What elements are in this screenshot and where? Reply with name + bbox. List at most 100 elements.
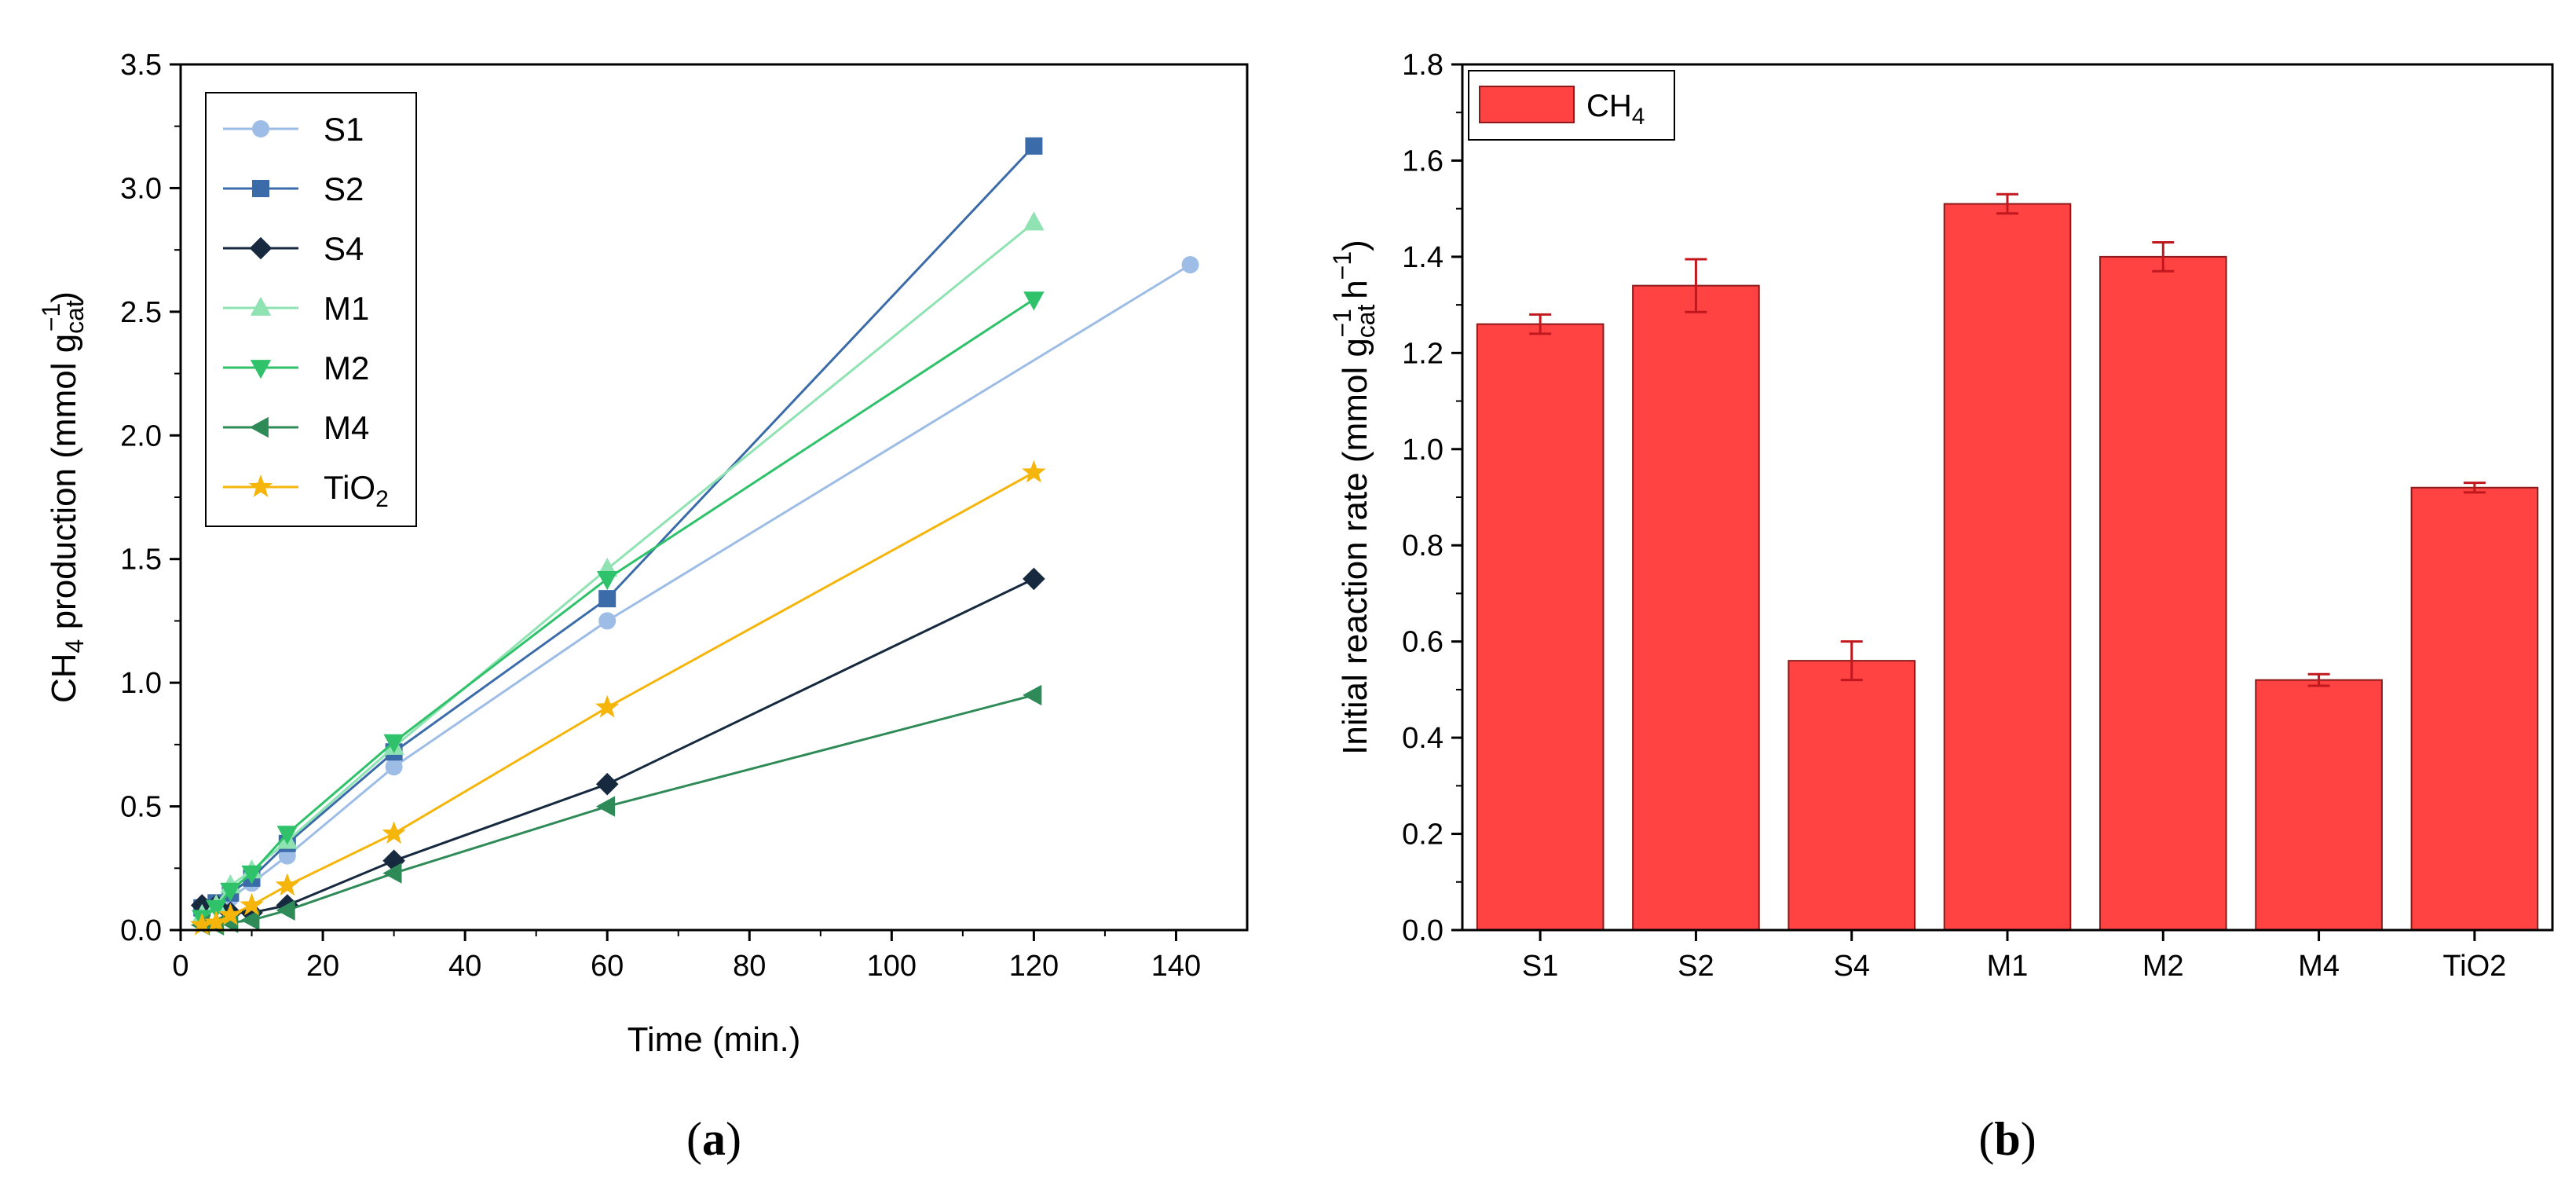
bar-s4: [1787, 660, 1916, 932]
data-point: [240, 892, 264, 916]
data-point: [382, 821, 406, 844]
data-point: [241, 865, 262, 885]
legend-label: M4: [324, 409, 369, 446]
x-tick-label: M1: [1987, 950, 2029, 983]
y-tick-label: 2.0: [120, 419, 162, 452]
y-tick-label: 1.0: [1402, 434, 1444, 467]
x-tick-label: S4: [1833, 950, 1869, 983]
legend-marker: [249, 236, 273, 260]
legend-marker: [248, 474, 273, 497]
panel-label-a: (a): [686, 1113, 741, 1165]
data-point: [595, 772, 619, 796]
legend-marker: [249, 416, 269, 438]
data-point: [597, 571, 618, 591]
chart-b-bars: [1476, 192, 2539, 932]
data-point: [595, 694, 620, 718]
y-tick-label: 0.2: [1402, 819, 1444, 852]
chart-a-ticks: 0 20 40 60 80 100 120 140 0.0 0.5 1.0 1.5 2.0 2.5 3.0 3…: [120, 49, 1201, 983]
legend-label: TiO2: [324, 469, 389, 512]
y-tick-label: 0.8: [1402, 529, 1444, 562]
y-tick-label: 0.0: [1402, 914, 1444, 947]
x-tick-label: 120: [1009, 950, 1059, 983]
legend-marker: [252, 120, 269, 137]
y-tick-label: 0.4: [1402, 722, 1444, 755]
data-point: [385, 758, 403, 776]
legend-label: S1: [324, 111, 364, 148]
data-point: [1023, 684, 1042, 706]
chart-a-x-axis-label: Time (min.): [628, 1020, 801, 1059]
y-tick-label: 1.8: [1402, 49, 1444, 82]
x-tick-label: 0: [172, 950, 188, 983]
data-point: [1181, 256, 1199, 274]
data-point: [240, 910, 260, 931]
x-tick-label: S1: [1522, 950, 1558, 983]
legend-marker: [250, 360, 272, 379]
x-tick-label: 140: [1151, 950, 1201, 983]
x-tick-label: 60: [591, 950, 624, 983]
y-tick-label: 1.0: [120, 667, 162, 700]
legend-label: S4: [324, 230, 364, 267]
x-tick-label: S2: [1678, 950, 1714, 983]
chart-b-plot-frame: [1461, 63, 2554, 932]
legend-marker: [252, 180, 269, 197]
y-tick-label: 2.5: [120, 296, 162, 329]
x-tick-label: 40: [448, 950, 481, 983]
data-point: [382, 863, 402, 884]
data-point: [220, 882, 241, 902]
data-point: [276, 899, 295, 921]
data-point: [276, 826, 298, 845]
bar-s2: [1632, 284, 1760, 932]
bar-m1: [1943, 203, 2072, 931]
chart-b-ticks: 0.0 0.2 0.4 0.6 0.8 1.0 1.2 1.4 1.6 1.8 S1 S2 S4 M1 M2…: [1402, 49, 2506, 983]
data-point: [595, 796, 616, 817]
data-point: [1025, 137, 1043, 155]
legend-label: M1: [324, 290, 369, 327]
chart-b-y-axis-label: Initial reaction rate (mmol gcat−1 h−1): [1328, 240, 1380, 755]
data-point: [598, 590, 617, 608]
chart-a-legend-box: [205, 92, 417, 527]
x-tick-label: TiO2: [2442, 950, 2506, 983]
chart-a-legend: S1 S2 S4 M1 M2 M4 TiO2: [205, 92, 417, 527]
x-tick-label: 80: [733, 950, 766, 983]
y-tick-label: 3.5: [120, 49, 162, 82]
data-point: [383, 734, 404, 753]
data-point: [275, 873, 299, 896]
chart-a-series: [190, 137, 1199, 936]
y-tick-label: 1.5: [120, 544, 162, 577]
y-tick-label: 0.6: [1402, 626, 1444, 659]
y-tick-label: 0.0: [120, 914, 162, 947]
data-point: [1022, 460, 1046, 483]
bar-m2: [2098, 255, 2227, 931]
series-m2: [192, 291, 1045, 929]
data-point: [204, 910, 229, 933]
data-point: [1023, 291, 1045, 311]
y-tick-label: 1.4: [1402, 241, 1444, 274]
data-point: [206, 899, 227, 919]
bar-chart-panel-b: 0.0 0.2 0.4 0.6 0.8 1.0 1.2 1.4 1.6 1.8 S1 S2 S4 M1 M2…: [1328, 49, 2554, 1165]
bar-m4: [2255, 679, 2383, 932]
chart-a-y-axis-label: CH4 production (mmol gcat−1): [37, 291, 89, 703]
chart-a-plot-frame: [179, 63, 1249, 932]
bar-s1: [1476, 323, 1605, 932]
y-tick-label: 1.6: [1402, 145, 1444, 178]
data-point: [598, 612, 617, 630]
x-tick-label: 100: [867, 950, 917, 983]
chart-b-legend-swatch: [1479, 86, 1575, 123]
x-tick-label: M2: [2142, 950, 2184, 983]
data-point: [190, 912, 214, 936]
data-point: [1023, 567, 1045, 591]
panel-label-b: (b): [1978, 1113, 2036, 1165]
data-point: [218, 903, 243, 925]
y-tick-label: 3.0: [120, 172, 162, 205]
chart-b-legend-label: CH4: [1586, 89, 1645, 130]
x-tick-label: 20: [306, 950, 339, 983]
bar-tio2: [2410, 486, 2539, 931]
data-point: [1023, 211, 1045, 231]
legend-label: M2: [324, 350, 369, 386]
line-chart-panel-a: 0 20 40 60 80 100 120 140 0.0 0.5 1.0 1.5 2.0 2.5 3.0 3…: [37, 49, 1249, 1165]
legend-label: S2: [324, 170, 364, 207]
chart-b-legend: CH4: [1468, 70, 1675, 141]
y-tick-label: 0.5: [120, 791, 162, 824]
x-tick-label: M4: [2298, 950, 2340, 983]
